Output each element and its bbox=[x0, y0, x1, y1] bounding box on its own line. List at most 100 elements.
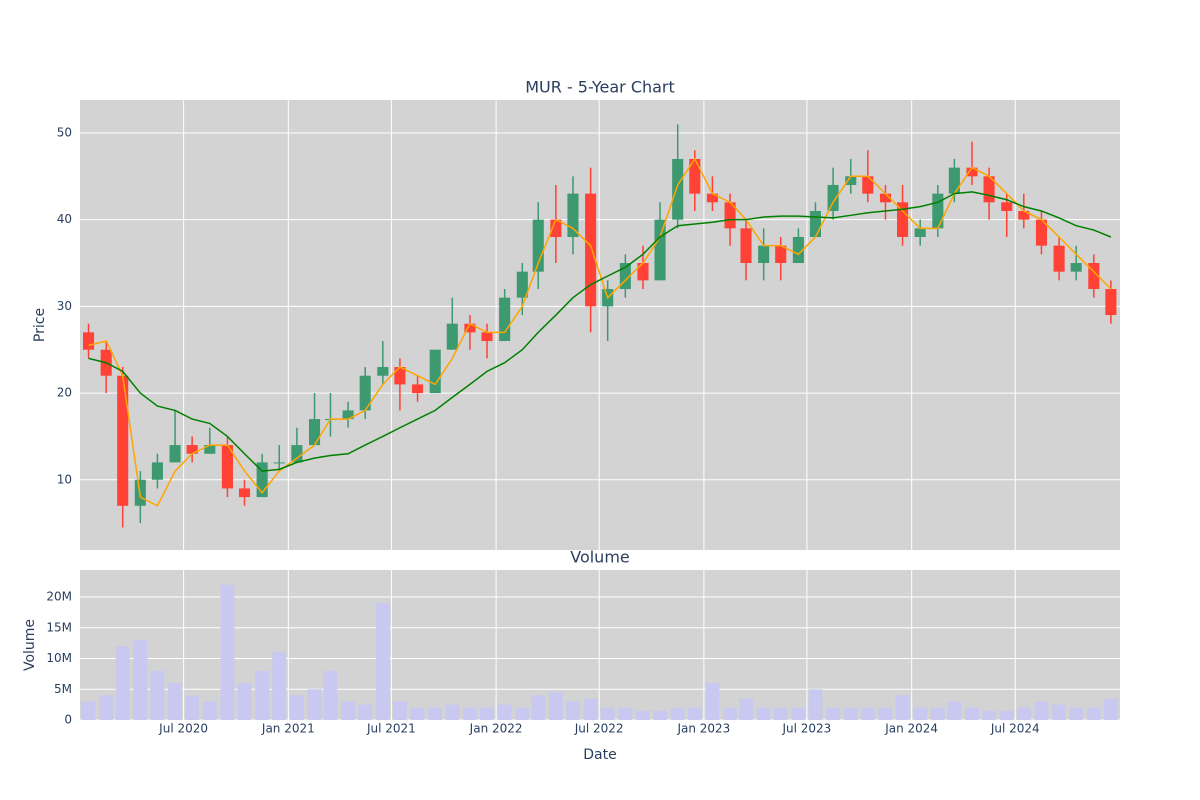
volume-bar bbox=[1086, 707, 1101, 720]
volume-bar bbox=[150, 670, 165, 720]
volume-bar bbox=[930, 707, 945, 720]
candle-body bbox=[221, 445, 233, 489]
candle-body bbox=[151, 462, 163, 480]
volume-bar bbox=[687, 707, 702, 720]
volume-bar bbox=[531, 695, 546, 720]
volume-bar bbox=[237, 683, 252, 720]
candle-body bbox=[1001, 202, 1013, 211]
volume-bar bbox=[272, 652, 287, 720]
candle-body bbox=[550, 219, 562, 237]
candle-body bbox=[672, 158, 684, 220]
candle-body bbox=[862, 176, 874, 194]
volume-bar bbox=[653, 710, 667, 720]
candle-body bbox=[412, 384, 424, 394]
candle-body bbox=[82, 332, 95, 350]
candle-body bbox=[1053, 245, 1065, 272]
candle-body bbox=[238, 488, 251, 498]
x-tick-label: Jan 2021 bbox=[261, 722, 315, 736]
x-tick-label: Jul 2020 bbox=[158, 722, 208, 736]
candle-body bbox=[567, 193, 579, 237]
candle-body bbox=[446, 323, 458, 350]
volume-title: Volume bbox=[570, 548, 630, 567]
y-tick-label: 30 bbox=[57, 299, 72, 313]
plot-background bbox=[80, 100, 1120, 550]
candle-body bbox=[932, 193, 944, 229]
x-axis-label: Date bbox=[583, 747, 616, 763]
volume-bar bbox=[255, 670, 270, 720]
candle-body bbox=[117, 375, 129, 506]
candle-body bbox=[1088, 263, 1100, 290]
volume-bar bbox=[307, 689, 322, 720]
candle-body bbox=[740, 228, 752, 264]
candle-body bbox=[845, 176, 857, 185]
volume-bar bbox=[445, 704, 460, 720]
candle-body bbox=[516, 271, 528, 298]
x-tick-label: Jul 2021 bbox=[366, 722, 416, 736]
candle-body bbox=[637, 263, 649, 281]
volume-bar bbox=[462, 707, 477, 720]
candle-body bbox=[792, 236, 804, 264]
volume-bar bbox=[497, 704, 512, 720]
volume-axis-label: Volume bbox=[22, 619, 38, 671]
volume-bar bbox=[185, 695, 200, 720]
volume-bar bbox=[618, 707, 633, 720]
volume-bar bbox=[826, 707, 841, 720]
volume-bar bbox=[895, 695, 910, 720]
candle-body bbox=[706, 193, 718, 203]
candle-body bbox=[1035, 219, 1047, 246]
candle-body bbox=[273, 462, 285, 464]
volume-bar bbox=[358, 704, 373, 720]
x-tick-label: Jul 2022 bbox=[574, 722, 624, 736]
candle-body bbox=[377, 367, 389, 376]
candle-body bbox=[256, 462, 268, 498]
candle-body bbox=[342, 410, 354, 420]
x-tick-label: Jan 2023 bbox=[676, 722, 730, 736]
volume-bar bbox=[410, 707, 425, 720]
volume-bar bbox=[99, 695, 114, 720]
candle-body bbox=[809, 210, 822, 237]
x-tick-label: Jan 2024 bbox=[884, 722, 938, 736]
volume-bar bbox=[600, 707, 615, 720]
volume-bar bbox=[202, 701, 217, 720]
candle-body bbox=[291, 445, 303, 463]
candle-body bbox=[585, 193, 597, 307]
candle-body bbox=[914, 228, 926, 237]
candle-body bbox=[758, 245, 770, 264]
x-tick-label: Jan 2022 bbox=[469, 722, 523, 736]
volume-bar bbox=[428, 707, 443, 720]
candle-body bbox=[359, 375, 371, 411]
volume-bar bbox=[548, 692, 563, 720]
volume-bar bbox=[913, 707, 928, 720]
candle-body bbox=[308, 419, 321, 446]
volume-bar bbox=[375, 603, 390, 720]
volume-bar bbox=[947, 701, 962, 720]
candle-body bbox=[186, 445, 198, 454]
candle-body bbox=[619, 263, 631, 290]
candle-body bbox=[775, 245, 787, 264]
volume-bar bbox=[756, 707, 771, 720]
volume-bar bbox=[843, 707, 858, 720]
y-tick-label: 0 bbox=[64, 713, 72, 727]
volume-bar bbox=[583, 698, 598, 720]
candle-body bbox=[654, 219, 666, 281]
y-tick-label: 10 bbox=[57, 472, 72, 486]
volume-bar bbox=[773, 707, 788, 720]
volume-bar bbox=[965, 707, 979, 720]
volume-bar bbox=[480, 707, 494, 720]
plot-background bbox=[80, 570, 1120, 720]
volume-bar bbox=[705, 683, 720, 720]
volume-bar bbox=[636, 710, 650, 720]
y-tick-label: 10M bbox=[46, 651, 72, 665]
candle-body bbox=[429, 349, 441, 394]
x-tick-label: Jul 2023 bbox=[781, 722, 831, 736]
chart-title: MUR - 5-Year Chart bbox=[525, 78, 675, 97]
moving-average-line bbox=[88, 157, 1112, 507]
volume-bar bbox=[878, 707, 893, 720]
volume-bar bbox=[1052, 704, 1067, 720]
candle-body bbox=[169, 445, 181, 463]
volume-bar bbox=[323, 670, 338, 720]
y-tick-label: 20 bbox=[57, 386, 72, 400]
candle-body bbox=[948, 167, 960, 194]
volume-bar bbox=[392, 701, 407, 720]
y-axis-label: Price bbox=[32, 308, 48, 342]
